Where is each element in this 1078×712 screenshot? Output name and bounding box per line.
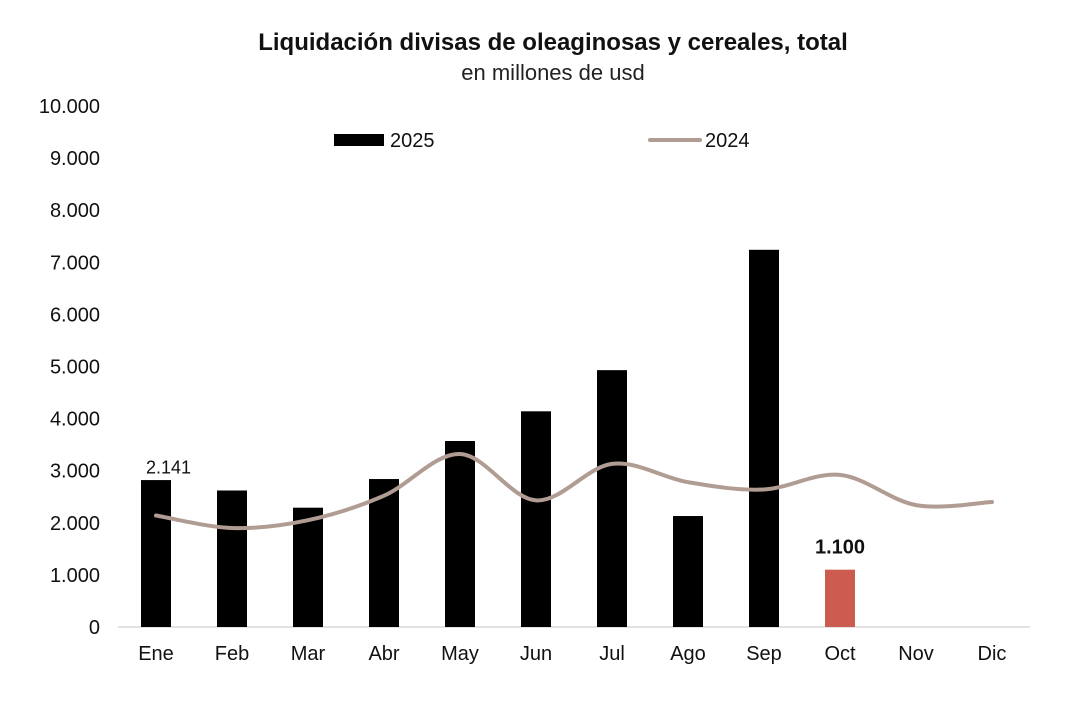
bar-abr bbox=[369, 479, 399, 627]
y-tick-label: 8.000 bbox=[50, 200, 100, 222]
y-tick-label: 1.000 bbox=[50, 565, 100, 587]
x-tick-label: Nov bbox=[898, 643, 934, 665]
x-axis: Ene Feb Mar Abr May Jun Jul Ago Sep Oct Nov Dic bbox=[138, 643, 1006, 665]
line-series-2024 bbox=[154, 451, 994, 531]
x-tick-label: Feb bbox=[215, 643, 249, 665]
bar-jun bbox=[521, 411, 551, 627]
x-tick-label: Ene bbox=[138, 643, 174, 665]
y-tick-label: 7.000 bbox=[50, 252, 100, 274]
bar-ago bbox=[673, 516, 703, 627]
bar-sep bbox=[749, 249, 779, 627]
legend-label-2025: 2025 bbox=[390, 130, 435, 152]
y-tick-label: 10.000 bbox=[39, 96, 100, 118]
chart-subtitle: en millones de usd bbox=[461, 60, 644, 85]
y-tick-label: 2.000 bbox=[50, 513, 100, 535]
bar-mar bbox=[293, 507, 323, 627]
legend: 2025 2024 bbox=[334, 130, 750, 152]
y-axis: 0 1.000 2.000 3.000 4.000 5.000 6.000 7.000 8.00… bbox=[39, 96, 100, 639]
x-tick-label: Sep bbox=[746, 643, 782, 665]
y-tick-label: 0 bbox=[89, 617, 100, 639]
x-tick-label: Abr bbox=[368, 643, 399, 665]
bar-may bbox=[445, 441, 475, 627]
x-tick-label: Mar bbox=[291, 643, 326, 665]
bar-oct bbox=[825, 569, 855, 627]
y-tick-label: 4.000 bbox=[50, 409, 100, 431]
data-label-2025-oct: 1.100 bbox=[815, 537, 865, 559]
y-tick-label: 6.000 bbox=[50, 304, 100, 326]
x-tick-label: Jul bbox=[599, 643, 625, 665]
bar-jul bbox=[597, 370, 627, 627]
data-label-2024-ene: 2.141 bbox=[146, 457, 191, 477]
x-tick-label: Dic bbox=[978, 643, 1007, 665]
x-tick-label: May bbox=[441, 643, 479, 665]
legend-swatch-2025 bbox=[334, 134, 384, 146]
x-tick-label: Ago bbox=[670, 643, 706, 665]
x-tick-label: Jun bbox=[520, 643, 552, 665]
bar-ene bbox=[141, 480, 171, 627]
bar-series-2025 bbox=[141, 249, 855, 627]
y-tick-label: 9.000 bbox=[50, 148, 100, 170]
y-tick-label: 5.000 bbox=[50, 357, 100, 379]
x-tick-label: Oct bbox=[824, 643, 856, 665]
data-labels: 1.100 2.141 bbox=[146, 457, 865, 558]
chart-title: Liquidación divisas de oleaginosas y cer… bbox=[258, 29, 848, 56]
y-tick-label: 3.000 bbox=[50, 461, 100, 483]
legend-label-2024: 2024 bbox=[705, 130, 750, 152]
bar-feb bbox=[217, 490, 247, 627]
